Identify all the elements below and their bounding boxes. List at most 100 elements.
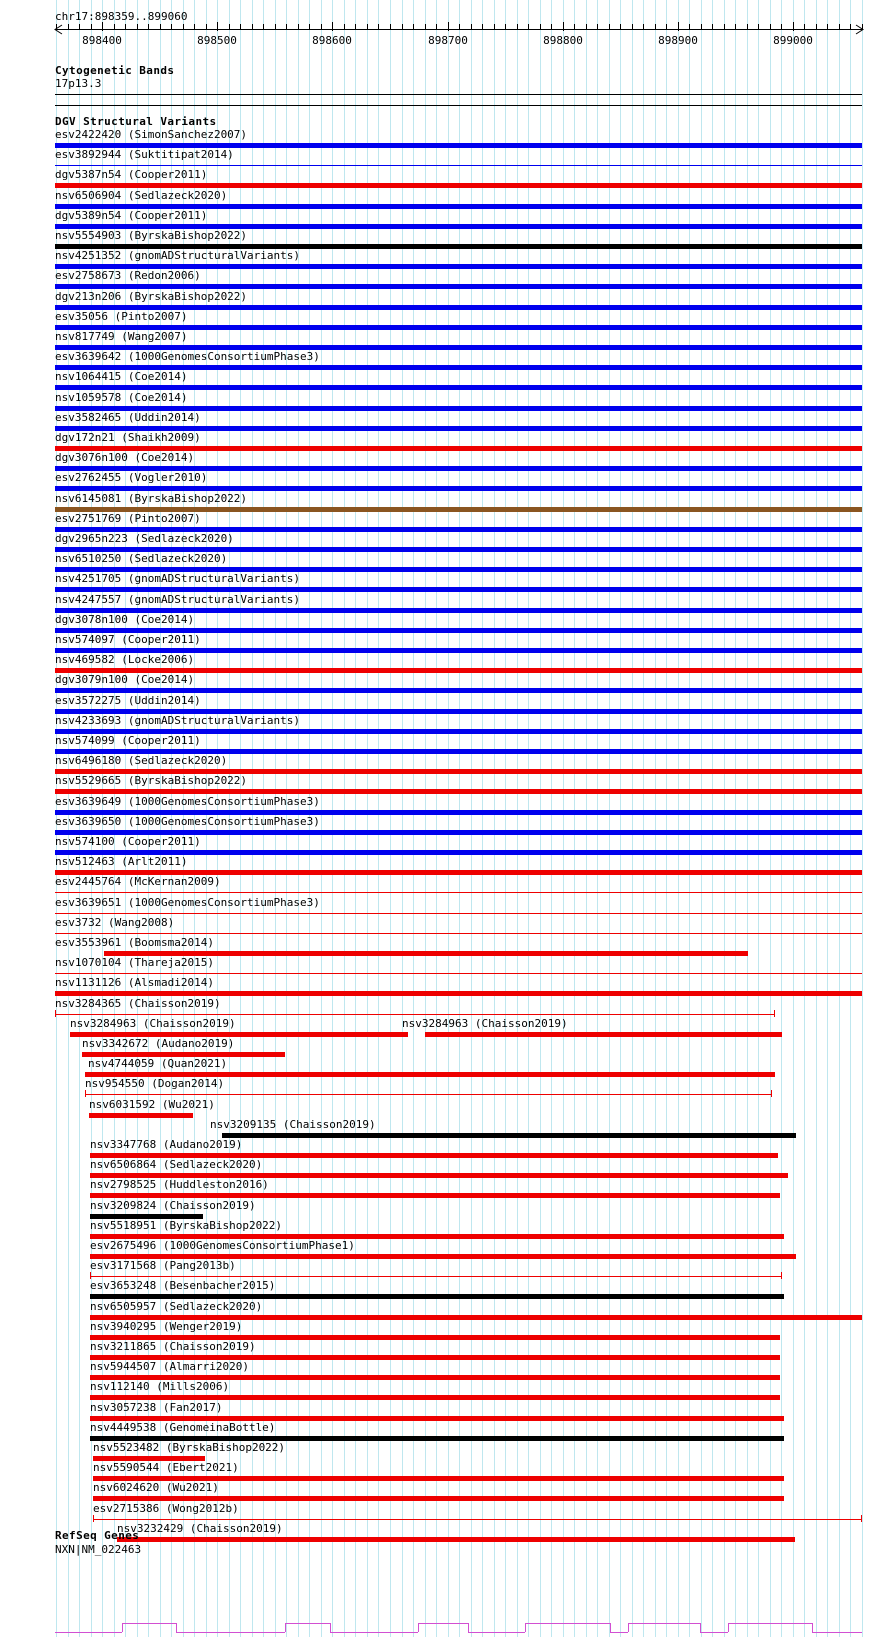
- variant-label[interactable]: dgv172n21 (Shaikh2009): [55, 431, 201, 444]
- variant-label[interactable]: nsv4744059 (Quan2021): [88, 1057, 228, 1071]
- gene-segment[interactable]: [176, 1632, 285, 1633]
- variant-bar[interactable]: [90, 1415, 784, 1421]
- variant-row[interactable]: nsv5590544 (Ebert2021): [0, 1461, 890, 1482]
- variant-label[interactable]: nsv6506864 (Sedlazeck2020): [90, 1158, 263, 1172]
- variant-bar[interactable]: [55, 425, 862, 431]
- left-arrow-icon[interactable]: [54, 24, 63, 35]
- gene-segment[interactable]: [610, 1632, 628, 1633]
- variant-row[interactable]: esv2445764 (McKernan2009): [0, 875, 890, 895]
- variant-label[interactable]: nsv1070104 (Thareja2015): [55, 956, 214, 970]
- variant-bar[interactable]: [55, 668, 862, 674]
- variant-row[interactable]: dgv3076n100 (Coe2014): [0, 451, 890, 472]
- variant-label[interactable]: nsv4449538 (GenomeinaBottle): [90, 1420, 276, 1434]
- variant-bar[interactable]: [425, 1031, 782, 1037]
- variant-row[interactable]: nsv6496180 (Sedlazeck2020): [0, 754, 890, 775]
- variant-bar[interactable]: [90, 1276, 782, 1278]
- variant-bar[interactable]: [222, 1132, 796, 1138]
- variant-label[interactable]: nsv112140 (Mills2006): [90, 1380, 230, 1394]
- variant-bar[interactable]: [55, 567, 862, 573]
- variant-bar[interactable]: [55, 365, 862, 371]
- variant-label[interactable]: nsv3209135 (Chaisson2019): [210, 1117, 376, 1131]
- variant-bar[interactable]: [55, 829, 862, 835]
- variant-row[interactable]: esv2762455 (Vogler2010): [0, 471, 890, 492]
- variant-bar[interactable]: [70, 1031, 408, 1037]
- variant-label[interactable]: nsv817749 (Wang2007): [55, 330, 188, 343]
- variant-label[interactable]: nsv574099 (Cooper2011): [55, 734, 201, 747]
- variant-bar[interactable]: [55, 892, 862, 894]
- variant-label[interactable]: nsv1064415 (Coe2014): [55, 370, 188, 384]
- gene-segment[interactable]: [468, 1632, 525, 1633]
- variant-bar[interactable]: [55, 587, 862, 593]
- variant-label[interactable]: esv3639649 (1000GenomesConsortiumPhase3): [55, 794, 320, 808]
- variant-row[interactable]: nsv4251705 (gnomADStructuralVariants): [0, 572, 890, 593]
- variant-bar[interactable]: [89, 1112, 193, 1118]
- variant-label[interactable]: esv3171568 (Pang2013b): [90, 1259, 236, 1273]
- variant-label[interactable]: nsv6024620 (Wu2021): [93, 1481, 219, 1495]
- variant-row[interactable]: nsv5529665 (ByrskaBishop2022): [0, 774, 890, 795]
- variant-label[interactable]: esv3553961 (Boomsma2014): [55, 936, 214, 949]
- variant-row[interactable]: nsv1070104 (Thareja2015): [0, 956, 890, 976]
- variant-row[interactable]: nsv469582 (Locke2006): [0, 653, 890, 674]
- variant-row[interactable]: dgv5387n54 (Cooper2011): [0, 168, 890, 189]
- variant-row[interactable]: nsv6510250 (Sedlazeck2020): [0, 552, 890, 573]
- variant-label[interactable]: nsv5518951 (ByrskaBishop2022): [90, 1218, 283, 1232]
- variant-bar[interactable]: [55, 627, 862, 633]
- variant-bar[interactable]: [55, 728, 862, 734]
- variant-row[interactable]: nsv4233693 (gnomADStructuralVariants): [0, 714, 890, 734]
- variant-bar[interactable]: [104, 951, 748, 956]
- variant-row[interactable]: nsv6031592 (Wu2021): [0, 1098, 890, 1118]
- variant-bar[interactable]: [55, 264, 862, 270]
- variant-label[interactable]: dgv3076n100 (Coe2014): [55, 451, 195, 465]
- variant-bar[interactable]: [55, 244, 862, 249]
- gene-segment[interactable]: [330, 1632, 418, 1633]
- variant-label[interactable]: esv3639650 (1000GenomesConsortiumPhase3): [55, 814, 320, 828]
- gene-segment[interactable]: [812, 1632, 862, 1633]
- variant-label[interactable]: nsv4251352 (gnomADStructuralVariants): [55, 249, 301, 263]
- variant-row[interactable]: nsv5554903 (ByrskaBishop2022): [0, 229, 890, 249]
- variant-row[interactable]: nsv6024620 (Wu2021): [0, 1481, 890, 1502]
- variant-row[interactable]: nsv2798525 (Huddleston2016): [0, 1178, 890, 1199]
- variant-label[interactable]: nsv5590544 (Ebert2021): [93, 1461, 239, 1475]
- variant-bar[interactable]: [55, 870, 862, 876]
- variant-row[interactable]: esv3892944 (Suktitipat2014): [0, 148, 890, 168]
- gene-segment[interactable]: [122, 1623, 176, 1624]
- variant-bar[interactable]: [90, 1294, 784, 1300]
- variant-bar[interactable]: [55, 486, 862, 492]
- variant-bar[interactable]: [90, 1153, 778, 1158]
- variant-label[interactable]: nsv5529665 (ByrskaBishop2022): [55, 774, 248, 788]
- variant-row[interactable]: nsv5944507 (Almarri2020): [0, 1360, 890, 1381]
- refseq-gene-label[interactable]: NXN|NM_022463: [55, 1543, 142, 1556]
- variant-row[interactable]: dgv3079n100 (Coe2014): [0, 673, 890, 694]
- variant-bar[interactable]: [55, 466, 862, 472]
- variant-label[interactable]: dgv3078n100 (Coe2014): [55, 612, 195, 626]
- variant-label[interactable]: nsv3284963 (Chaisson2019): [70, 1016, 236, 1030]
- variant-row[interactable]: esv35056 (Pinto2007): [0, 310, 890, 330]
- variant-label[interactable]: nsv6145081 (ByrskaBishop2022): [55, 491, 248, 505]
- variant-label[interactable]: nsv6506904 (Sedlazeck2020): [55, 188, 228, 202]
- variant-label[interactable]: nsv5554903 (ByrskaBishop2022): [55, 229, 248, 242]
- variant-label[interactable]: esv3892944 (Suktitipat2014): [55, 148, 234, 162]
- variant-label[interactable]: nsv3057238 (Fan2017): [90, 1400, 223, 1414]
- variant-label[interactable]: dgv5389n54 (Cooper2011): [55, 208, 208, 222]
- variant-row[interactable]: nsv3284365 (Chaisson2019): [0, 997, 890, 1017]
- variant-label[interactable]: esv2758673 (Redon2006): [55, 269, 201, 283]
- variant-bar[interactable]: [55, 446, 862, 451]
- variant-bar[interactable]: [90, 1355, 780, 1360]
- variant-label[interactable]: esv3732 (Wang2008): [55, 915, 175, 929]
- variant-label[interactable]: nsv469582 (Locke2006): [55, 653, 195, 667]
- right-arrow-icon[interactable]: [855, 24, 864, 35]
- variant-label[interactable]: nsv3284365 (Chaisson2019): [55, 996, 221, 1010]
- variant-row[interactable]: nsv4251352 (gnomADStructuralVariants): [0, 249, 890, 270]
- variant-row[interactable]: nsv1059578 (Coe2014): [0, 391, 890, 411]
- gene-segment[interactable]: [628, 1623, 700, 1624]
- variant-bar[interactable]: [55, 708, 862, 714]
- variant-bar[interactable]: [93, 1456, 205, 1461]
- variant-row[interactable]: nsv574099 (Cooper2011): [0, 734, 890, 754]
- variant-row[interactable]: nsv3209824 (Chaisson2019): [0, 1199, 890, 1219]
- variant-bar[interactable]: [55, 405, 862, 411]
- variant-label[interactable]: nsv2798525 (Huddleston2016): [90, 1178, 269, 1192]
- variant-bar[interactable]: [55, 912, 862, 914]
- variant-row[interactable]: nsv5523482 (ByrskaBishop2022): [0, 1441, 890, 1461]
- variant-row[interactable]: esv2675496 (1000GenomesConsortiumPhase1): [0, 1239, 890, 1259]
- variant-bar[interactable]: [55, 183, 862, 189]
